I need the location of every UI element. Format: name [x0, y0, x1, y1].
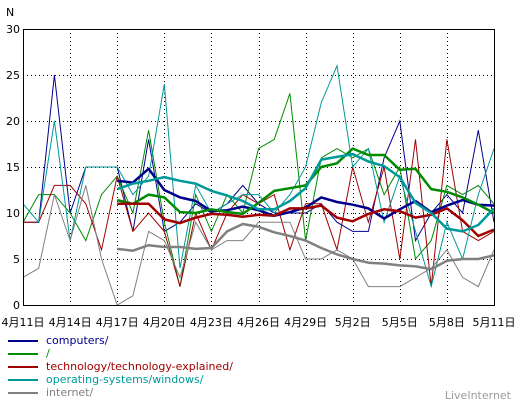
- y-tick-label: 15: [6, 161, 20, 174]
- legend-label: /: [46, 347, 50, 360]
- x-tick-label: 4月29日: [284, 316, 327, 329]
- legend-item: technology/technology-explained/: [8, 360, 233, 373]
- y-tick-label: 0: [13, 299, 20, 312]
- legend-swatch: [8, 339, 38, 342]
- legend-swatch: [8, 391, 38, 394]
- y-tick-label: 20: [6, 115, 20, 128]
- legend-item: /: [8, 347, 233, 360]
- y-tick-label: 5: [13, 253, 20, 266]
- legend-label: technology/technology-explained/: [46, 360, 233, 373]
- series-line: [22, 185, 495, 306]
- x-tick-label: 5月8日: [429, 316, 465, 329]
- series-average-line: [117, 222, 495, 271]
- legend-label: computers/: [46, 334, 109, 347]
- chart-legend: computers// technology/technology-explain…: [8, 334, 233, 399]
- brand-label: LiveInternet: [444, 389, 511, 402]
- y-tick-label: 25: [6, 69, 20, 82]
- legend-swatch: [8, 378, 38, 381]
- y-tick-label: 10: [6, 207, 20, 220]
- x-tick-label: 4月14日: [49, 316, 92, 329]
- legend-label: internet/: [46, 386, 94, 399]
- legend-item: internet/: [8, 386, 233, 399]
- series-line: [22, 63, 495, 289]
- y-axis-label: N: [6, 6, 14, 19]
- legend-item: operating-systems/windows/: [8, 373, 233, 386]
- x-tick-label: 4月26日: [237, 316, 280, 329]
- legend-item: computers/: [8, 334, 233, 347]
- legend-swatch: [8, 352, 38, 355]
- x-tick-label: 4月11日: [2, 316, 45, 329]
- series-line: [22, 93, 495, 287]
- x-tick-label: 5月5日: [382, 316, 418, 329]
- series-average-line: [116, 152, 495, 233]
- legend-swatch: [8, 365, 38, 368]
- x-tick-label: 5月2日: [335, 316, 371, 329]
- y-tick-label: 30: [6, 23, 20, 36]
- x-tick-label: 4月20日: [143, 316, 186, 329]
- y-axis-ticks: 0 5 10 15 20 25 30: [6, 23, 20, 312]
- x-axis-ticks: 4月11日 4月14日 4月17日 4月20日 4月23日 4月26日 4月29日 5月2日 5…: [2, 316, 516, 329]
- x-tick-label: 5月11日: [473, 316, 516, 329]
- plot-frame: [23, 29, 495, 306]
- series-average-line: [116, 147, 495, 216]
- x-tick-label: 4月23日: [190, 316, 233, 329]
- series-lines: [22, 63, 495, 306]
- x-tick-label: 4月17日: [96, 316, 139, 329]
- series-average-line: [117, 202, 495, 238]
- legend-label: operating-systems/windows/: [46, 373, 204, 386]
